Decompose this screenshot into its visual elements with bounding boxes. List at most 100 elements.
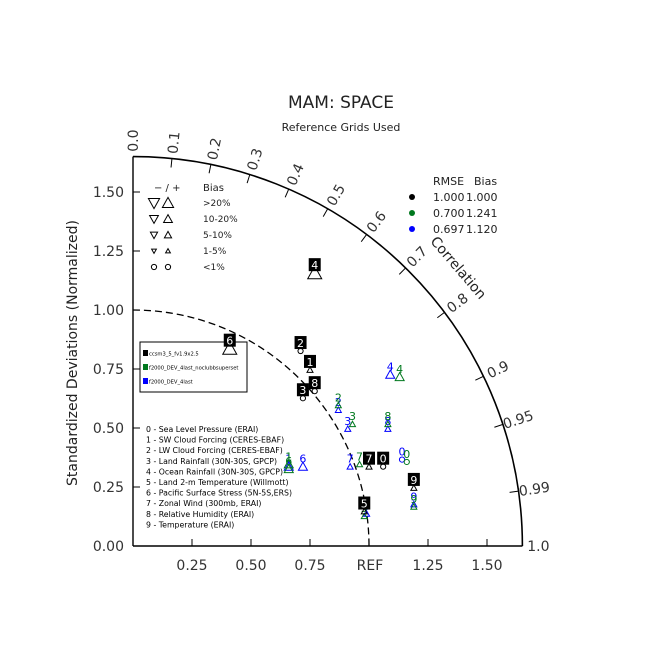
point-label: 4 <box>396 363 403 376</box>
case-name: f2000_DEV_4last_noclubbsuperset <box>149 366 238 372</box>
point-label-box <box>223 333 236 347</box>
variable-legend-item: 1 - SW Cloud Forcing (CERES-EBAF) <box>146 436 284 445</box>
bias-circle-marker <box>398 456 406 463</box>
series-color-dot <box>409 226 415 232</box>
point-label-box <box>294 336 307 350</box>
bias-triangle-up-marker <box>384 420 392 428</box>
point-label: 6 <box>285 455 292 468</box>
point-label-box <box>407 472 420 486</box>
rmse-header: RMSE <box>433 175 464 188</box>
case-color-swatch <box>143 364 148 370</box>
corr-tick-label: 0.9 <box>485 358 512 382</box>
point-label: 3 <box>349 410 356 423</box>
variable-legend-item: 2 - LW Cloud Forcing (CERES-EBAF) <box>146 446 283 455</box>
point-label-box <box>308 258 321 272</box>
point-label: 9 <box>410 493 417 506</box>
bias-circle-marker <box>164 263 172 271</box>
point-label: 3 <box>299 384 306 397</box>
rmse-value: 0.697 <box>433 223 465 236</box>
y-tick-label: 0.75 <box>93 362 124 378</box>
bias-triangle-up-marker <box>384 424 392 432</box>
case-name: ccsm3_5_fv1.9x2.5 <box>149 352 199 358</box>
bias-value: 1.000 <box>466 191 498 204</box>
point-label: 8 <box>384 410 391 423</box>
bias-triangle-up-marker <box>360 512 369 520</box>
x-tick-label: 0.50 <box>235 558 266 574</box>
bias-legend-row-label: 1-5% <box>203 247 227 257</box>
corr-tick-label: 0.1 <box>165 131 183 155</box>
point-label: 3 <box>344 415 351 428</box>
bias-triangle-up-marker <box>334 401 343 409</box>
point-label: 2 <box>297 337 304 350</box>
bias-circle-marker <box>150 263 158 271</box>
point-label: 0 <box>403 448 410 461</box>
bias-value: 1.241 <box>466 207 498 220</box>
point-label: 8 <box>311 377 318 390</box>
x-tick-label: 1.25 <box>412 558 443 574</box>
chart-title: MAM: SPACE <box>288 93 394 113</box>
bias-triangle-up-marker <box>384 369 396 379</box>
corr-tick-mark <box>398 267 406 275</box>
legend-layer: − / + Bias >20% 10-20% 5-10% 1-5% <1% RMSE Bias 1… <box>139 175 498 529</box>
y-tick-label: 1.50 <box>93 185 124 201</box>
point-label: 5 <box>361 498 368 511</box>
bias-triangle-up-marker <box>283 461 295 471</box>
bias-legend-row-label: >20% <box>203 199 231 209</box>
bias-triangle-down-marker <box>149 231 159 240</box>
bias-triangle-up-marker <box>306 365 314 373</box>
chart-subtitle: Reference Grids Used <box>282 121 401 134</box>
correlation-arc <box>132 155 524 547</box>
variable-legend-item: 6 - Pacific Surface Stress (5N-5S,ERS) <box>146 489 292 498</box>
x-axis-ref-label: REF <box>357 558 384 574</box>
corr-tick-mark <box>246 174 251 184</box>
corr-tick-label: 0.8 <box>444 290 471 316</box>
bias-circle-marker <box>403 458 410 466</box>
y-tick-label: 0.25 <box>93 480 124 496</box>
bias-triangle-up-marker <box>283 463 295 474</box>
case-name: f2000_DEV_4last <box>149 380 193 386</box>
corr-tick-mark <box>437 311 445 319</box>
corr-tick-label: 0.7 <box>404 244 431 271</box>
bias-triangle-up-marker <box>221 340 238 355</box>
corr-tick-label: 0.0 <box>126 129 142 151</box>
bias-triangle-up-marker <box>306 265 323 280</box>
point-label: 0 <box>380 453 387 466</box>
series-color-dot <box>409 210 415 216</box>
point-label: 6 <box>226 335 233 348</box>
bias-triangle-up-marker <box>348 420 357 428</box>
bias-triangle-up-marker <box>343 424 352 432</box>
point-label: 7 <box>347 453 354 466</box>
corr-tick-mark <box>170 158 173 168</box>
variable-legend-item: 7 - Zonal Wind (300mb, ERAI) <box>146 499 261 508</box>
corr-tick-label: 1.0 <box>527 539 549 555</box>
bias-value: 1.120 <box>466 223 498 236</box>
y-tick-label: 0.00 <box>93 539 124 555</box>
point-label-box <box>363 451 375 465</box>
point-label: 2 <box>335 391 342 404</box>
bias-triangle-up-marker <box>409 500 418 508</box>
point-label: 7 <box>356 450 363 463</box>
x-tick-label: 0.75 <box>294 558 325 574</box>
corr-tick-mark <box>494 423 504 428</box>
bias-triangle-down-marker <box>148 214 160 225</box>
bias-triangle-down-marker <box>147 198 161 210</box>
bias-legend-row-label: 5-10% <box>203 231 232 241</box>
bias-triangle-up-marker <box>409 502 418 510</box>
bias-triangle-up-marker <box>394 371 406 382</box>
case-color-swatch <box>143 378 148 384</box>
corr-tick-label: 0.95 <box>501 408 536 433</box>
point-label-box <box>358 496 371 510</box>
point-label-box <box>304 354 316 368</box>
corr-tick-label: 0.6 <box>364 209 390 236</box>
point-label: 9 <box>410 474 417 487</box>
bias-triangle-up-marker <box>164 247 172 254</box>
bias-triangle-up-marker <box>346 462 354 470</box>
corr-tick-mark <box>322 208 329 217</box>
x-tick-label: 0.25 <box>176 558 207 574</box>
bias-header: Bias <box>474 175 497 188</box>
bias-triangle-up-marker <box>162 213 174 224</box>
point-label-box <box>296 383 309 397</box>
y-tick-label: 1.25 <box>93 244 124 260</box>
corr-tick-mark <box>360 234 368 242</box>
case-color-swatch <box>143 350 148 356</box>
